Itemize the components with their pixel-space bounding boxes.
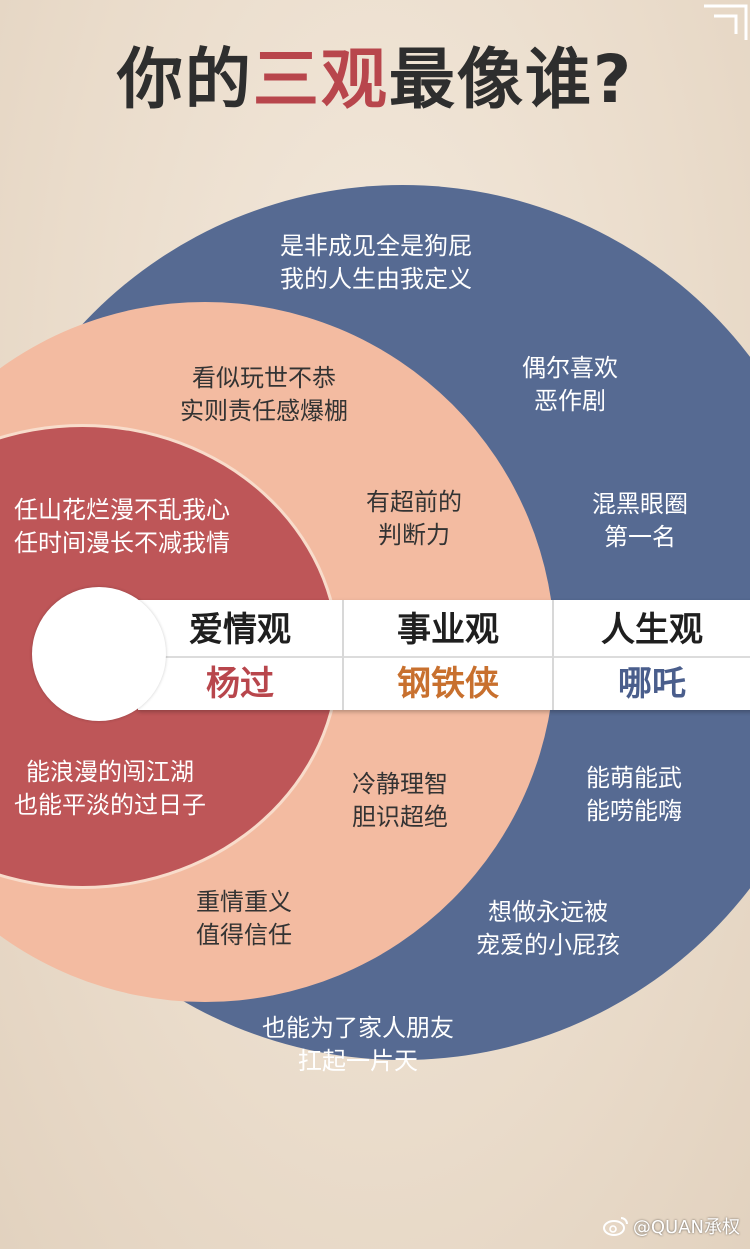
title-highlight: 三观 [252, 41, 389, 118]
corner-arrow-icon [704, 4, 748, 40]
outer-label-top: 是非成见全是狗屁 我的人生由我定义 [280, 232, 472, 293]
character-band: 爱情观 杨过 事业观 钢铁侠 人生观 哪吒 [138, 600, 750, 710]
band-head-life: 人生观 [601, 610, 703, 650]
middle-label-lower-right: 冷静理智 胆识超绝 [352, 770, 448, 831]
middle-label-upper-right: 有超前的 判断力 [366, 488, 462, 549]
watermark: @QUAN承权 [602, 1213, 740, 1239]
inner-label-bottom: 能浪漫的闯江湖 也能平淡的过日子 [14, 758, 206, 819]
inner-label-top: 任山花烂漫不乱我心 任时间漫长不减我情 [14, 496, 230, 557]
title-prefix: 你的 [116, 41, 253, 118]
middle-label-bottom: 重情重义 值得信任 [196, 888, 292, 949]
watermark-text: @QUAN承权 [632, 1217, 740, 1238]
middle-label-top: 看似玩世不恭 实则责任感爆棚 [180, 364, 348, 425]
weibo-icon [602, 1217, 628, 1236]
band-name-life: 哪吒 [618, 664, 686, 704]
band-column-career: 事业观 钢铁侠 [344, 600, 552, 710]
band-head-love: 爱情观 [189, 610, 291, 650]
band-name-career: 钢铁侠 [397, 664, 499, 704]
band-divider-1 [342, 600, 344, 710]
outer-label-bottom: 也能为了家人朋友 扛起一片天 [262, 1014, 454, 1075]
page-title: 你的三观最像谁? [0, 26, 750, 122]
outer-label-right: 混黑眼圈 第一名 [592, 490, 688, 551]
outer-label-lower-right: 能萌能武 能唠能嗨 [586, 764, 682, 825]
band-divider-horizontal [138, 656, 750, 658]
title-suffix: 最像谁? [388, 41, 634, 118]
band-divider-2 [552, 600, 554, 710]
avatar [32, 587, 166, 721]
band-column-life: 人生观 哪吒 [554, 600, 750, 710]
outer-label-upper-right: 偶尔喜欢 恶作剧 [522, 354, 618, 415]
band-name-love: 杨过 [206, 664, 274, 704]
outer-label-bottom-right: 想做永远被 宠爱的小屁孩 [476, 898, 620, 959]
band-column-love: 爱情观 杨过 [138, 600, 342, 710]
band-head-career: 事业观 [397, 610, 499, 650]
